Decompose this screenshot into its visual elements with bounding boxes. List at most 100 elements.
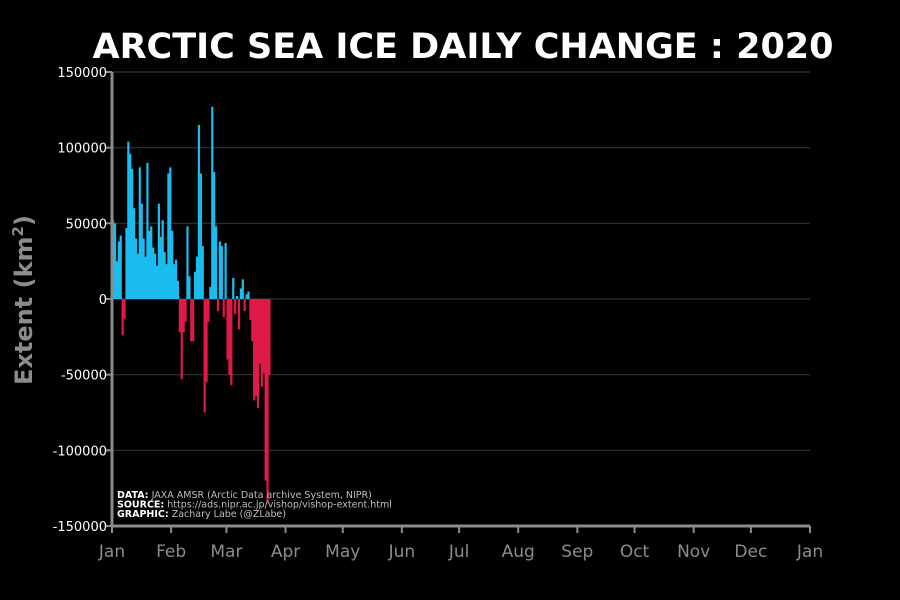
annotation-label: DATA: — [117, 490, 149, 501]
bar — [209, 286, 212, 299]
bar — [235, 295, 239, 299]
bar — [249, 299, 252, 321]
bar — [186, 226, 189, 299]
bar — [190, 299, 193, 342]
bar — [222, 299, 225, 318]
x-tick-label: Mar — [210, 542, 242, 562]
bar — [125, 227, 128, 299]
bar — [140, 203, 143, 299]
bar — [171, 230, 174, 299]
bar — [174, 259, 178, 299]
annotation-line: SOURCE: https://ads.nipr.ac.jp/vishop/vi… — [117, 500, 392, 511]
bar — [199, 173, 202, 299]
x-tick-label: Aug — [502, 542, 535, 562]
y-tick-label: 0 — [99, 293, 107, 308]
bar — [180, 299, 183, 380]
bar — [214, 226, 218, 299]
bar — [165, 264, 168, 299]
y-tick-label: 150000 — [57, 66, 107, 81]
bar — [228, 299, 231, 375]
bar — [194, 271, 197, 299]
bar — [144, 256, 147, 299]
y-tick-label: 50000 — [66, 217, 107, 232]
y-axis-label-superscript: 2 — [9, 226, 27, 236]
x-tick-label: Oct — [620, 542, 650, 562]
y-tick-label: -100000 — [53, 444, 107, 459]
bar — [155, 265, 159, 299]
bar — [237, 299, 241, 330]
y-axis-label-text: Extent (km — [10, 236, 38, 384]
x-tick-label: Jun — [388, 542, 416, 562]
bar — [178, 299, 181, 333]
bar — [148, 230, 151, 299]
bar — [197, 124, 201, 299]
y-axis-label: Extent (km2) — [9, 215, 38, 385]
x-tick-labels: Jan Feb Mar Apr May Jun Jul Aug Sep Oct Nov Dec Jan — [98, 542, 823, 562]
axes — [110, 72, 810, 528]
y-tick-label: -50000 — [61, 369, 107, 384]
bar — [119, 235, 122, 299]
x-tick-label: Jan — [98, 542, 125, 562]
bar — [161, 220, 164, 299]
bar — [167, 173, 170, 299]
annotation-text: Zachary Labe (@ZLabe) — [169, 509, 286, 520]
x-tick-label: May — [325, 542, 360, 562]
source-annotations: DATA: JAXA AMSR (Arctic Data archive Sys… — [117, 490, 392, 520]
bar — [113, 223, 117, 299]
x-tick-label: Apr — [271, 542, 300, 562]
bar — [176, 280, 180, 299]
bar — [268, 299, 271, 375]
bar — [226, 299, 229, 360]
bar — [142, 238, 145, 299]
bar — [131, 168, 134, 299]
bar — [232, 277, 235, 299]
annotation-text: JAXA AMSR (Arctic Data archive System, N… — [149, 490, 372, 501]
bar — [224, 243, 227, 299]
bar — [241, 279, 244, 299]
bar — [129, 153, 132, 299]
bar — [201, 246, 204, 299]
y-tick-label: 100000 — [57, 142, 107, 157]
bar — [266, 299, 269, 504]
bar — [169, 167, 172, 299]
bar — [230, 299, 233, 386]
x-tick-label: Jan — [796, 542, 823, 562]
chart-title: ARCTIC SEA ICE DAILY CHANGE : 2020 — [93, 27, 834, 67]
bar — [163, 252, 166, 299]
bar — [159, 236, 162, 299]
y-tick-labels: 150000 100000 50000 0 -50000 -100000 -150000 — [53, 66, 107, 535]
x-tick-label: Dec — [734, 542, 767, 562]
x-tick-label: Jul — [448, 542, 470, 562]
bar — [264, 299, 267, 481]
x-tick-label: Nov — [677, 542, 710, 562]
bar — [211, 106, 214, 299]
bar — [195, 256, 199, 299]
bar — [192, 299, 195, 342]
y-tick-label: -150000 — [53, 520, 107, 535]
bar-series — [112, 106, 271, 504]
bar — [146, 162, 149, 299]
bar — [188, 276, 191, 299]
annotation-label: SOURCE: — [117, 500, 164, 511]
bar — [136, 253, 139, 299]
bar — [121, 299, 124, 336]
bar — [205, 299, 208, 383]
bar — [245, 294, 248, 299]
bar — [220, 246, 223, 299]
bar — [262, 299, 265, 374]
bar — [239, 288, 242, 299]
bar — [216, 299, 220, 312]
bar — [253, 299, 256, 401]
bar — [182, 299, 185, 333]
bar — [157, 203, 160, 299]
x-tick-label: Sep — [561, 542, 593, 562]
bar — [127, 141, 130, 299]
bar — [184, 299, 187, 322]
bar — [153, 253, 157, 299]
y-axis-label-close: ) — [10, 215, 38, 226]
bar — [260, 299, 263, 387]
bar — [134, 238, 138, 299]
bar — [173, 264, 176, 299]
bar — [218, 241, 222, 299]
